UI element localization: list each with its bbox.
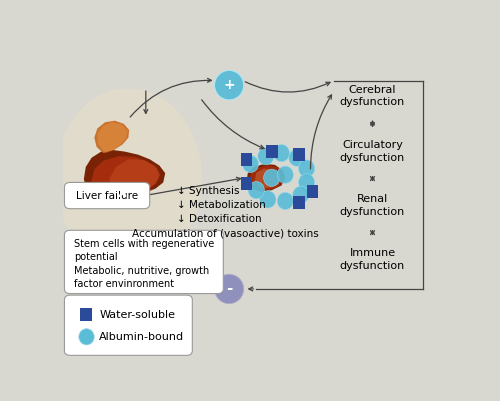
FancyArrowPatch shape [245,82,330,92]
FancyArrowPatch shape [202,100,264,149]
FancyArrowPatch shape [310,95,332,169]
Text: ↓ Synthesis
↓ Metabolization
↓ Detoxification: ↓ Synthesis ↓ Metabolization ↓ Detoxific… [177,186,266,224]
Ellipse shape [298,174,315,191]
Text: Water-soluble: Water-soluble [100,310,176,320]
FancyArrowPatch shape [130,78,212,117]
Ellipse shape [274,144,289,162]
Bar [241,153,252,166]
Ellipse shape [277,166,293,183]
Polygon shape [109,186,126,199]
FancyBboxPatch shape [64,295,192,355]
Bar [241,178,252,190]
Polygon shape [89,184,112,199]
FancyArrowPatch shape [146,177,240,195]
Ellipse shape [55,88,202,267]
FancyArrowPatch shape [249,287,254,291]
Bar [293,148,304,161]
Text: Renal
dysfunction: Renal dysfunction [340,194,405,217]
Text: +: + [224,78,235,92]
Ellipse shape [242,155,258,172]
Text: Immune
dysfunction: Immune dysfunction [340,249,405,271]
Polygon shape [109,159,160,193]
Text: Accumulation of (vasoactive) toxins: Accumulation of (vasoactive) toxins [132,229,318,239]
Ellipse shape [258,148,274,165]
Polygon shape [84,150,165,198]
Ellipse shape [264,169,280,186]
Ellipse shape [79,329,94,345]
Polygon shape [254,168,280,188]
Ellipse shape [298,160,315,177]
Text: Cerebral
dysfunction: Cerebral dysfunction [340,85,405,107]
Text: Stem cells with regenerative
potential
Metabolic, nutritive, growth
factor envin: Stem cells with regenerative potential M… [74,239,214,290]
Polygon shape [94,121,129,153]
Text: Circulatory
dysfunction: Circulatory dysfunction [340,140,405,163]
Ellipse shape [292,186,309,203]
Ellipse shape [214,71,244,100]
FancyBboxPatch shape [64,182,150,209]
Text: Albumin-bound: Albumin-bound [100,332,184,342]
Bar [266,145,278,158]
Ellipse shape [214,274,244,304]
Bar [293,196,304,209]
Text: Liver failure: Liver failure [76,190,138,200]
FancyArrowPatch shape [154,252,214,287]
Ellipse shape [260,191,276,208]
Polygon shape [98,122,128,152]
Ellipse shape [248,182,264,199]
FancyArrowPatch shape [370,176,374,180]
FancyArrowPatch shape [370,231,374,235]
Bar [306,185,318,198]
Text: -: - [226,282,232,296]
FancyArrowPatch shape [144,91,148,113]
Polygon shape [250,166,284,191]
Ellipse shape [289,149,305,166]
FancyArrowPatch shape [169,235,173,239]
FancyArrowPatch shape [370,121,374,126]
Polygon shape [92,156,158,195]
Ellipse shape [277,192,293,210]
Bar [80,308,92,321]
Polygon shape [246,164,286,192]
FancyArrowPatch shape [160,233,168,236]
FancyBboxPatch shape [64,230,224,294]
